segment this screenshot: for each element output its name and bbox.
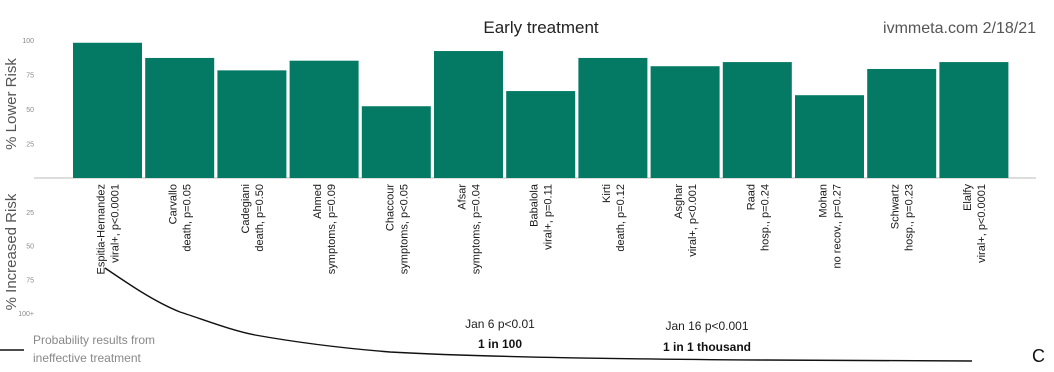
category-label-afsar: Afsar symptoms, p=0.04	[457, 184, 483, 275]
bar-schwartz	[867, 68, 937, 178]
category-label-chaccour: Chaccour symptoms, p<0.05	[384, 184, 410, 275]
category-detail-carvallo: death, p=0.05	[182, 184, 194, 252]
panel-corner-label: C	[1032, 346, 1045, 366]
bar-cadegiani	[217, 70, 287, 178]
category-detail-raad: hosp., p=0.24	[759, 184, 771, 251]
probability-label-line-1: Probability results from	[33, 333, 155, 347]
category-name-ahmed: Ahmed	[312, 184, 324, 219]
category-detail-afsar: symptoms, p=0.04	[471, 184, 483, 274]
y-tick-bottom-50: 50	[26, 244, 34, 251]
bar-ahmed	[289, 60, 359, 179]
probability-curve	[104, 267, 973, 362]
bar-afsar	[434, 51, 503, 178]
category-detail-mohan: no recov., p=0.27	[832, 184, 844, 269]
category-detail-cadegiani: death, p=0.50	[254, 184, 266, 252]
bar-mohan	[795, 95, 864, 178]
bar-asghar	[650, 66, 720, 178]
category-label-cadegiani: Cadegiani death, p=0.50	[240, 184, 266, 252]
category-name-raad: Raad	[745, 184, 757, 210]
category-name-chaccour: Chaccour	[384, 184, 396, 231]
category-label-asghar: Asghar viral+, p<0.001	[673, 184, 699, 257]
category-detail-babalola: viral+, p=0.11	[543, 184, 555, 250]
category-detail-chaccour: symptoms, p<0.05	[398, 184, 410, 274]
category-detail-asghar: viral+, p<0.001	[687, 184, 699, 257]
bar-chaccour	[361, 106, 431, 178]
category-detail-espitia-hernandez: viral+, p<0.0001	[110, 184, 122, 263]
y-axis-label-increased-risk: % Increased Risk	[3, 193, 20, 310]
category-detail-ahmed: symptoms, p=0.09	[326, 184, 338, 274]
source-label: ivmmeta.com 2/18/21	[883, 20, 1036, 37]
bar-espitia-hernandez	[73, 42, 142, 179]
y-tick-bottom-25: 25	[26, 210, 34, 217]
category-name-elalfy: Elalfy	[962, 184, 974, 211]
category-name-schwartz: Schwartz	[890, 184, 902, 229]
y-axis-label-lower-risk: % Lower Risk	[3, 58, 20, 150]
category-detail-elalfy: viral+, p<0.0001	[976, 184, 988, 263]
category-name-babalola: Babalola	[529, 183, 541, 227]
y-tick-top-50: 50	[26, 107, 34, 114]
category-name-kirti: Kirti	[601, 184, 613, 203]
category-label-kirti: Kirti death, p=0.12	[601, 184, 627, 252]
category-name-asghar: Asghar	[673, 184, 685, 219]
y-tick-top-25: 25	[26, 142, 34, 149]
category-label-raad: Raad hosp., p=0.24	[745, 184, 771, 251]
bar-kirti	[578, 57, 648, 178]
category-label-carvallo: Carvallo death, p=0.05	[168, 184, 194, 252]
annotation-value-jan16: 1 in 1 thousand	[663, 340, 751, 354]
annotation-value-jan6: 1 in 100	[478, 337, 522, 351]
y-tick-top-75: 75	[26, 73, 34, 80]
bar-raad	[722, 62, 792, 178]
category-name-carvallo: Carvallo	[168, 184, 180, 224]
category-name-afsar: Afsar	[457, 184, 469, 210]
category-name-cadegiani: Cadegiani	[240, 184, 252, 234]
annotation-date-jan16: Jan 16 p<0.001	[665, 319, 748, 333]
y-tick-bottom-100plus: 100+	[18, 311, 34, 318]
category-detail-kirti: death, p=0.12	[615, 184, 627, 252]
category-label-espitia-hernandez: Espitia-Hernandez viral+, p<0.0001	[96, 184, 122, 275]
category-name-espitia-hernandez: Espitia-Hernandez	[96, 184, 108, 275]
category-detail-schwartz: hosp., p=0.23	[904, 184, 916, 251]
bar-carvallo	[145, 57, 215, 178]
category-label-mohan: Mohan no recov., p=0.27	[818, 184, 844, 269]
category-name-mohan: Mohan	[818, 184, 830, 218]
category-label-elalfy: Elalfy viral+, p<0.0001	[962, 184, 988, 263]
bar-elalfy	[939, 62, 1009, 178]
chart-title: Early treatment	[483, 18, 599, 37]
category-label-schwartz: Schwartz hosp., p=0.23	[890, 184, 916, 251]
y-tick-top-100: 100	[22, 38, 34, 45]
bar-babalola	[506, 91, 576, 178]
category-label-babalola: Babalola viral+, p=0.11	[529, 183, 555, 250]
y-tick-bottom-75: 75	[26, 277, 34, 284]
probability-label-line-2: ineffective treatment	[33, 351, 142, 365]
category-label-ahmed: Ahmed symptoms, p=0.09	[312, 184, 338, 274]
annotation-date-jan6: Jan 6 p<0.01	[465, 317, 535, 331]
